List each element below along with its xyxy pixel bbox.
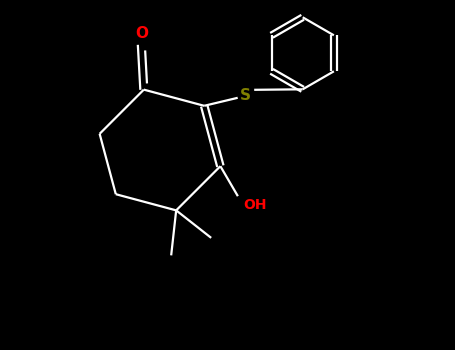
Text: O: O bbox=[135, 26, 148, 41]
Text: OH: OH bbox=[243, 198, 266, 212]
Text: S: S bbox=[240, 88, 251, 103]
